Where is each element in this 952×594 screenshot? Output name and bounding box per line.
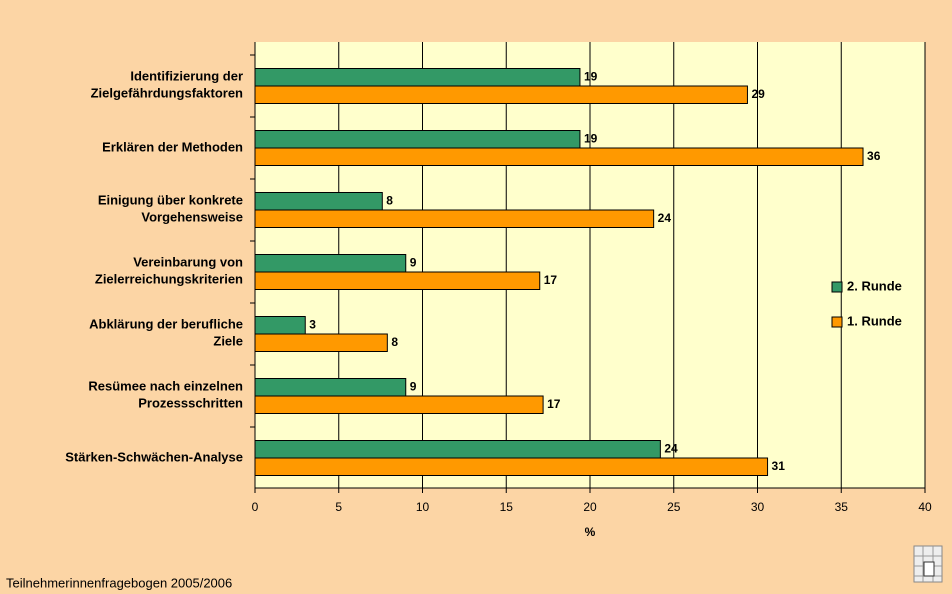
logo [913, 545, 943, 583]
data-label: 17 [547, 397, 561, 411]
footer: Teilnehmerinnenfragebogen 2005/2006 [6, 575, 232, 590]
y-tick-label: Abklärung der berufliche Ziele [89, 317, 243, 349]
bar [254, 316, 306, 335]
data-label: 17 [544, 273, 558, 287]
y-tick-label: Erklären der Methoden [102, 139, 243, 154]
bar [254, 395, 544, 414]
data-label: 8 [391, 335, 398, 349]
y-tick-label: Stärken-Schwächen-Analyse [65, 449, 243, 464]
legend-swatch [831, 281, 843, 293]
bar [254, 333, 388, 352]
bar [254, 440, 661, 459]
x-tick-label: 40 [918, 500, 932, 514]
bar [254, 271, 541, 290]
data-label: 31 [772, 459, 786, 473]
legend-label: 2. Runde [847, 278, 902, 293]
x-tick-label: 35 [835, 500, 849, 514]
y-tick-label: Resümee nach einzelnen Prozessschritten [88, 379, 243, 411]
bar [254, 457, 769, 476]
data-label: 19 [584, 131, 598, 145]
x-tick-label: 5 [335, 500, 342, 514]
x-tick-label: 30 [751, 500, 765, 514]
data-label: 9 [410, 379, 417, 393]
bar [254, 68, 581, 87]
data-label: 24 [664, 441, 678, 455]
data-label: 36 [867, 149, 881, 163]
bar [254, 85, 748, 104]
bar [254, 147, 864, 166]
data-label: 8 [386, 193, 393, 207]
data-label: 24 [658, 211, 672, 225]
x-tick-label: 15 [500, 500, 514, 514]
bar [254, 130, 581, 149]
data-label: 9 [410, 255, 417, 269]
bar [254, 192, 383, 211]
legend-swatch [831, 316, 843, 328]
x-tick-label: 10 [416, 500, 430, 514]
x-tick-label: 25 [667, 500, 681, 514]
bar [254, 254, 407, 273]
y-tick-label: Einigung über konkrete Vorgehensweise [98, 193, 243, 225]
x-tick-label: 20 [583, 500, 597, 514]
x-tick-label: 0 [252, 500, 259, 514]
y-tick-label: Vereinbarung von Zielerreichungskriterien [95, 255, 243, 287]
bar [254, 209, 655, 228]
data-label: 3 [309, 317, 316, 331]
bar [254, 378, 407, 397]
x-axis-label: % [585, 525, 596, 539]
data-label: 19 [584, 69, 598, 83]
legend-label: 1. Runde [847, 313, 902, 328]
data-label: 29 [751, 87, 765, 101]
y-tick-label: Identifizierung der Zielgefährdungsfaktor… [91, 69, 243, 101]
